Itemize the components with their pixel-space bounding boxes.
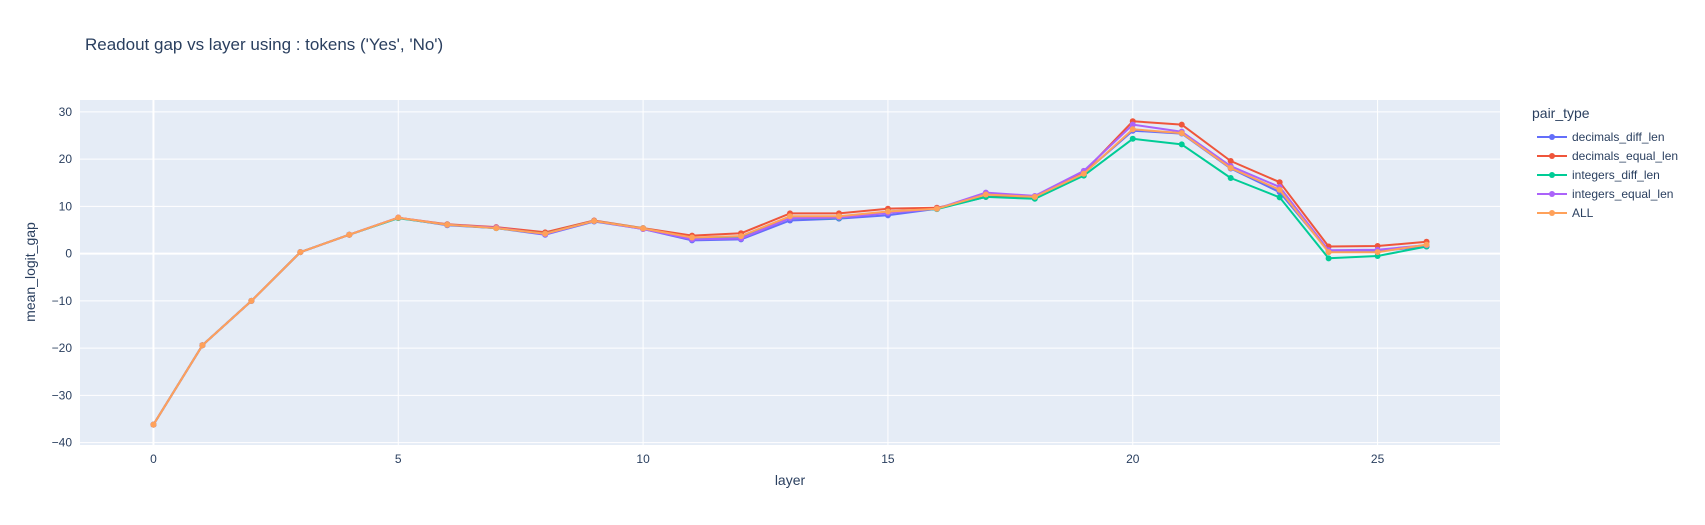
grid <box>80 100 1500 445</box>
x-axis-title: layer <box>775 472 806 488</box>
data-point <box>591 217 598 224</box>
x-tick-label: 20 <box>1126 452 1140 466</box>
y-tick-label: 30 <box>59 105 73 119</box>
legend-label: integers_equal_len <box>1572 187 1673 201</box>
x-tick-label: 10 <box>636 452 650 466</box>
data-point <box>1227 157 1234 164</box>
data-point <box>1129 126 1136 133</box>
legend-item-decimals_equal_len[interactable]: decimals_equal_len <box>1537 149 1678 163</box>
series-ALL <box>150 126 1430 428</box>
data-point <box>1227 165 1234 172</box>
data-point <box>1276 194 1283 201</box>
data-point <box>395 214 402 221</box>
chart-title: Readout gap vs layer using : tokens ('Ye… <box>85 35 443 54</box>
data-point <box>933 205 940 212</box>
y-tick-label: 10 <box>59 199 73 213</box>
y-tick-label: −10 <box>52 294 73 308</box>
y-tick-label: −40 <box>52 436 73 450</box>
data-point <box>1374 249 1381 256</box>
data-point <box>1227 174 1234 181</box>
data-point <box>346 231 353 238</box>
data-point <box>199 342 206 349</box>
data-point <box>444 221 451 228</box>
y-tick-label: 0 <box>65 247 72 261</box>
plot-area <box>80 100 1500 445</box>
legend: pair_type decimals_diff_len decimals_equa… <box>1532 105 1678 220</box>
data-point <box>1325 249 1332 256</box>
x-tick-label: 0 <box>150 452 157 466</box>
data-point <box>1080 170 1087 177</box>
axis-ticks: −40 −30 −20 −10 0 10 20 30 0 5 10 15 20 25 <box>52 105 1385 466</box>
legend-swatch-marker <box>1549 172 1555 178</box>
data-point <box>1423 241 1430 248</box>
legend-label: integers_diff_len <box>1572 168 1660 182</box>
data-point <box>1178 130 1185 137</box>
data-point <box>1031 193 1038 200</box>
data-point <box>542 230 549 237</box>
data-point <box>982 191 989 198</box>
data-point <box>1276 186 1283 193</box>
x-tick-label: 25 <box>1371 452 1385 466</box>
data-point <box>640 225 647 232</box>
data-point <box>884 208 891 215</box>
data-point <box>787 213 793 220</box>
series-group <box>150 118 1430 428</box>
data-point <box>1129 135 1136 142</box>
data-point <box>297 249 304 256</box>
data-point <box>835 213 842 220</box>
data-point <box>1129 121 1136 128</box>
legend-title: pair_type <box>1532 105 1590 121</box>
y-axis-title: mean_logit_gap <box>22 222 38 322</box>
y-tick-label: 20 <box>59 152 73 166</box>
data-point <box>493 225 500 232</box>
y-tick-label: −30 <box>52 388 73 402</box>
legend-swatch-marker <box>1549 153 1555 159</box>
x-tick-label: 5 <box>395 452 402 466</box>
data-point <box>738 233 745 240</box>
legend-label: decimals_equal_len <box>1572 149 1678 163</box>
data-point <box>1178 121 1185 128</box>
legend-item-decimals_diff_len[interactable]: decimals_diff_len <box>1537 130 1665 144</box>
data-point <box>1276 179 1283 186</box>
legend-item-integers_diff_len[interactable]: integers_diff_len <box>1537 168 1660 182</box>
legend-item-integers_equal_len[interactable]: integers_equal_len <box>1537 187 1673 201</box>
legend-swatch-marker <box>1549 134 1555 140</box>
legend-label: ALL <box>1572 206 1594 220</box>
data-point <box>1325 255 1332 262</box>
legend-swatch-marker <box>1549 210 1555 216</box>
legend-label: decimals_diff_len <box>1572 130 1665 144</box>
x-tick-label: 15 <box>881 452 895 466</box>
data-point <box>1178 141 1185 148</box>
legend-swatch-marker <box>1549 191 1555 197</box>
data-point <box>150 421 157 428</box>
data-point <box>689 234 696 241</box>
y-tick-label: −20 <box>52 341 73 355</box>
legend-item-ALL[interactable]: ALL <box>1537 206 1594 220</box>
data-point <box>248 297 255 304</box>
